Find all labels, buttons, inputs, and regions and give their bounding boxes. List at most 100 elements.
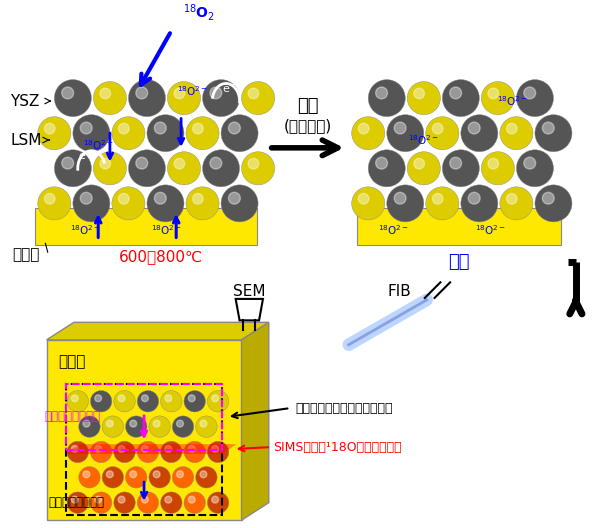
Circle shape: [433, 193, 443, 204]
Circle shape: [172, 467, 194, 488]
Circle shape: [174, 88, 185, 99]
Circle shape: [426, 187, 459, 220]
Circle shape: [184, 391, 205, 412]
Circle shape: [376, 157, 388, 169]
Circle shape: [506, 123, 517, 134]
Circle shape: [91, 441, 112, 463]
Circle shape: [137, 391, 158, 412]
Text: e$^-$: e$^-$: [79, 151, 95, 162]
Circle shape: [67, 441, 88, 463]
Circle shape: [161, 492, 182, 513]
Circle shape: [184, 441, 205, 463]
Polygon shape: [66, 444, 236, 454]
Circle shape: [95, 496, 101, 503]
Circle shape: [376, 87, 388, 99]
Text: LSM: LSM: [10, 133, 42, 147]
Circle shape: [147, 115, 184, 152]
Text: (クエンチ): (クエンチ): [284, 118, 332, 133]
Circle shape: [128, 80, 166, 117]
Circle shape: [186, 117, 219, 150]
Circle shape: [149, 467, 170, 488]
Text: $^{18}$O$^{2-}$: $^{18}$O$^{2-}$: [83, 138, 114, 152]
Circle shape: [130, 471, 137, 478]
Circle shape: [184, 492, 205, 513]
Circle shape: [80, 192, 92, 204]
Circle shape: [112, 187, 145, 220]
Circle shape: [125, 467, 147, 488]
Circle shape: [172, 416, 194, 437]
Circle shape: [94, 81, 127, 115]
Circle shape: [118, 496, 125, 503]
Text: 前半の微構造観察: 前半の微構造観察: [44, 410, 101, 423]
Polygon shape: [47, 322, 269, 340]
Circle shape: [426, 117, 459, 150]
Circle shape: [407, 152, 440, 185]
Text: $^{18}$O$^{2-}$: $^{18}$O$^{2-}$: [151, 223, 182, 237]
Circle shape: [62, 157, 74, 169]
Text: 600～800℃: 600～800℃: [119, 250, 203, 265]
Circle shape: [130, 420, 137, 427]
Text: $^{18}$O$^{2-}$: $^{18}$O$^{2-}$: [70, 223, 101, 237]
Circle shape: [128, 150, 166, 187]
Circle shape: [221, 185, 258, 222]
Circle shape: [165, 496, 172, 503]
Circle shape: [488, 88, 499, 99]
Circle shape: [414, 88, 424, 99]
Circle shape: [44, 193, 55, 204]
Circle shape: [196, 416, 217, 437]
Text: 電解質: 電解質: [13, 248, 40, 262]
Circle shape: [176, 420, 184, 427]
Circle shape: [149, 416, 170, 437]
Circle shape: [118, 446, 125, 452]
Circle shape: [387, 115, 424, 152]
Circle shape: [542, 122, 554, 134]
Circle shape: [442, 80, 479, 117]
Circle shape: [212, 446, 218, 452]
Circle shape: [154, 122, 166, 134]
Circle shape: [73, 185, 110, 222]
Circle shape: [71, 496, 78, 503]
Circle shape: [352, 117, 385, 150]
Circle shape: [442, 150, 479, 187]
Circle shape: [208, 441, 229, 463]
Circle shape: [83, 471, 90, 478]
Circle shape: [196, 467, 217, 488]
Circle shape: [153, 471, 160, 478]
Text: $^{18}$O$^{2-}$: $^{18}$O$^{2-}$: [497, 94, 528, 108]
Circle shape: [468, 122, 480, 134]
Circle shape: [506, 193, 517, 204]
Circle shape: [481, 81, 514, 115]
Circle shape: [102, 416, 124, 437]
Circle shape: [62, 87, 74, 99]
Circle shape: [114, 492, 135, 513]
Bar: [66, 384, 222, 450]
Circle shape: [95, 446, 101, 452]
Circle shape: [55, 80, 91, 117]
Circle shape: [142, 496, 148, 503]
Circle shape: [161, 391, 182, 412]
Circle shape: [118, 123, 129, 134]
Circle shape: [212, 395, 218, 402]
Text: $^{18}$O$_2$: $^{18}$O$_2$: [183, 2, 215, 23]
Circle shape: [193, 123, 203, 134]
Text: YSZ: YSZ: [10, 93, 40, 109]
Circle shape: [165, 446, 172, 452]
Circle shape: [242, 152, 275, 185]
Circle shape: [67, 391, 88, 412]
Circle shape: [358, 193, 369, 204]
Text: e$^-$: e$^-$: [222, 84, 238, 95]
Circle shape: [71, 395, 78, 402]
Circle shape: [433, 123, 443, 134]
Circle shape: [153, 420, 160, 427]
Text: SIMS観察（¹18Oマッピング）: SIMS観察（¹18Oマッピング）: [273, 440, 401, 454]
Circle shape: [142, 395, 148, 402]
Circle shape: [414, 158, 424, 169]
Circle shape: [468, 192, 480, 204]
Circle shape: [114, 391, 135, 412]
Bar: [47, 340, 242, 520]
Circle shape: [203, 150, 239, 187]
Circle shape: [73, 115, 110, 152]
Circle shape: [106, 471, 113, 478]
Circle shape: [524, 87, 536, 99]
Circle shape: [212, 496, 218, 503]
